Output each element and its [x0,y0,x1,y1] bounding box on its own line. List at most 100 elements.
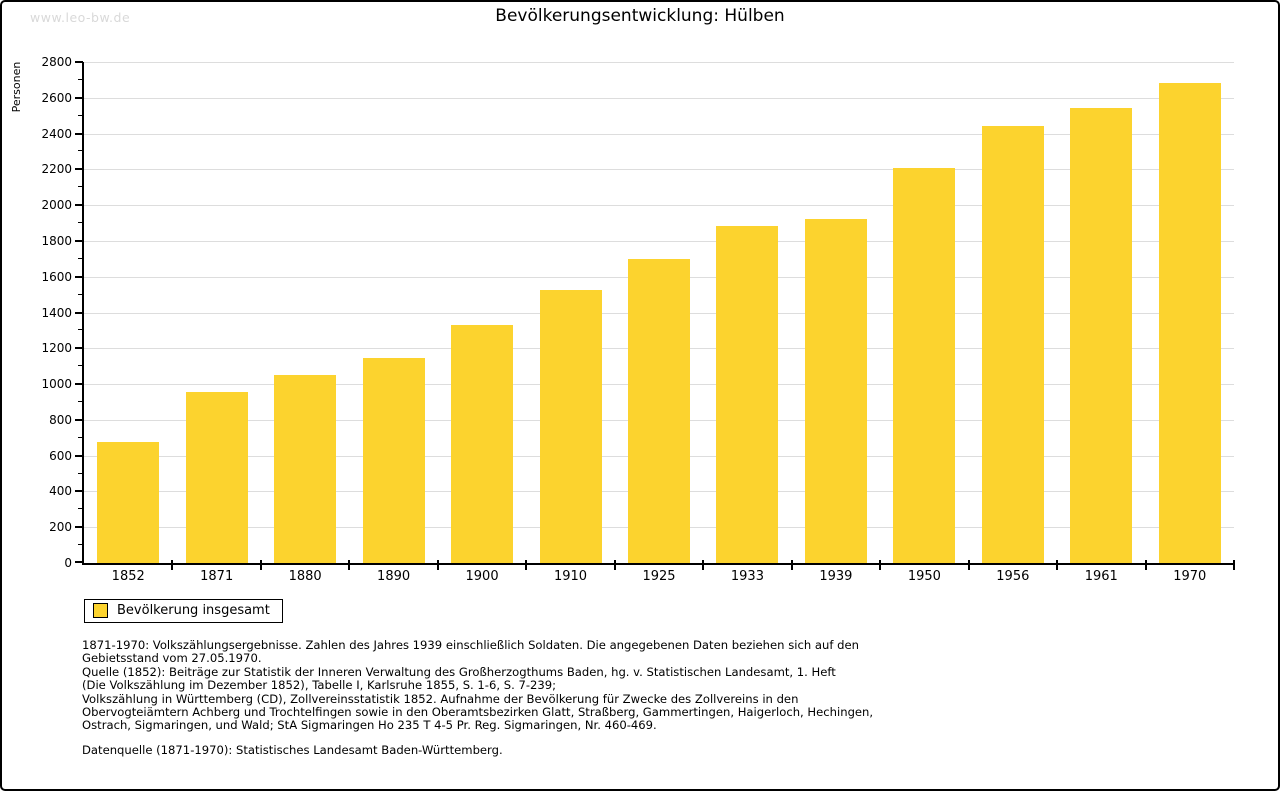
footer-line: 1871-1970: Volkszählungsergebnisse. Zahl… [82,638,859,652]
x-tick-label: 1852 [111,569,145,584]
chart-title: Bevölkerungsentwicklung: Hülben [495,6,785,26]
y-tick-label: 800 [49,412,72,427]
gridline [84,97,1234,99]
x-axis-tick [879,560,882,570]
y-axis-minor-tick [78,365,83,367]
y-axis-tick [75,275,83,278]
y-tick-label: 0 [64,556,72,570]
y-axis-minor-tick [78,222,83,224]
legend-label: Bevölkerung insgesamt [117,603,270,618]
datasource-line: Datenquelle (1871-1970): Statistisches L… [82,743,503,757]
bar [274,375,337,563]
watermark: www.leo-bw.de [30,10,131,25]
y-tick-label: 1000 [41,377,72,392]
y-axis-minor-tick [78,150,83,152]
x-tick-label: 1871 [200,569,234,584]
x-tick-label: 1961 [1084,569,1118,584]
y-axis-minor-tick [78,78,83,80]
legend-swatch-icon [93,603,108,618]
footer-line: Obervogteiämtern Achberg und Trochtelfin… [82,705,874,720]
y-axis-tick [75,454,83,457]
bar [1070,107,1133,563]
footer-notes: 1871-1970: Volkszählungsergebnisse. Zahl… [82,638,1202,733]
y-axis-tick [75,526,83,529]
y-axis-minor-tick [78,186,83,188]
y-tick-label: 1600 [41,269,72,284]
y-tick-label: 1400 [41,305,72,320]
x-axis-tick [259,560,262,570]
bar [185,392,248,563]
y-tick-label: 200 [49,520,72,535]
y-axis-tick [75,61,83,63]
x-tick-label: 1970 [1173,569,1207,584]
legend-box: Bevölkerung insgesamt [84,599,283,623]
y-tick-label: 600 [49,448,72,463]
y-axis-tick [75,347,83,350]
gridline [84,205,1234,207]
gridline [84,240,1234,242]
bar [362,358,425,563]
y-axis-tick [75,239,83,242]
x-tick-label: 1956 [996,569,1030,584]
x-tick-label: 1939 [819,569,853,584]
y-axis-title: Personen [10,61,23,113]
y-axis-tick [75,204,83,207]
y-tick-label: 2800 [41,55,72,69]
bar [451,325,514,563]
y-tick-label: 400 [49,484,72,499]
x-tick-label: 1900 [465,569,499,584]
bar [893,168,956,563]
bar [981,126,1044,563]
x-axis-tick [790,560,793,570]
y-axis-tick [75,168,83,171]
x-axis-tick [1233,560,1235,570]
y-axis-tick [75,311,83,314]
x-axis-tick [1144,560,1147,570]
bar [804,218,867,563]
y-axis-tick [75,132,83,135]
y-axis-minor-tick [78,257,83,259]
bar [716,225,779,563]
x-axis-tick [436,560,439,570]
y-tick-label: 2000 [41,198,72,213]
x-axis-tick [613,560,616,570]
x-axis-tick [1056,560,1059,570]
y-axis-tick [75,383,83,386]
y-axis-tick [75,96,83,99]
footer-line: Quelle (1852): Beiträge zur Statistik de… [82,664,836,679]
x-tick-label: 1925 [642,569,676,584]
bar [97,442,160,563]
y-axis-minor-tick [78,436,83,438]
x-tick-label: 1910 [553,569,588,584]
x-tick-label: 1933 [730,569,764,584]
x-axis-tick [967,560,970,570]
gridline [84,133,1234,135]
y-tick-label: 2400 [41,126,72,141]
bar [628,258,690,563]
x-axis-tick [348,560,351,570]
footer-line: Volkszählung in Württemberg (CD), Zollve… [82,691,799,706]
y-axis-tick [75,490,83,493]
footer-line: (Die Volkszählung im Dezember 1852), Tab… [82,678,557,693]
x-tick-label: 1890 [377,569,411,584]
x-axis-tick [525,560,528,570]
y-axis-minor-tick [78,293,83,295]
y-axis-minor-tick [78,508,83,510]
y-tick-label: 2600 [41,90,72,105]
y-axis-minor-tick [78,544,83,546]
y-axis-minor-tick [78,114,83,116]
x-axis-tick [702,560,705,570]
x-axis-tick [171,560,174,570]
gridline [84,62,1234,63]
x-tick-label: 1880 [288,569,322,584]
y-tick-label: 1200 [41,341,72,356]
y-axis-minor-tick [78,472,83,474]
y-tick-label: 2200 [41,162,72,177]
y-axis-minor-tick [78,400,83,402]
bar [539,290,602,563]
plot-area: 0 200 400 600 800 1000 1200 1400 1600 1800 2000 220… [41,55,1235,584]
bar [1158,83,1221,563]
footer-line: Gebietsstand vom 27.05.1970. [82,651,262,666]
y-axis-tick [75,418,83,421]
